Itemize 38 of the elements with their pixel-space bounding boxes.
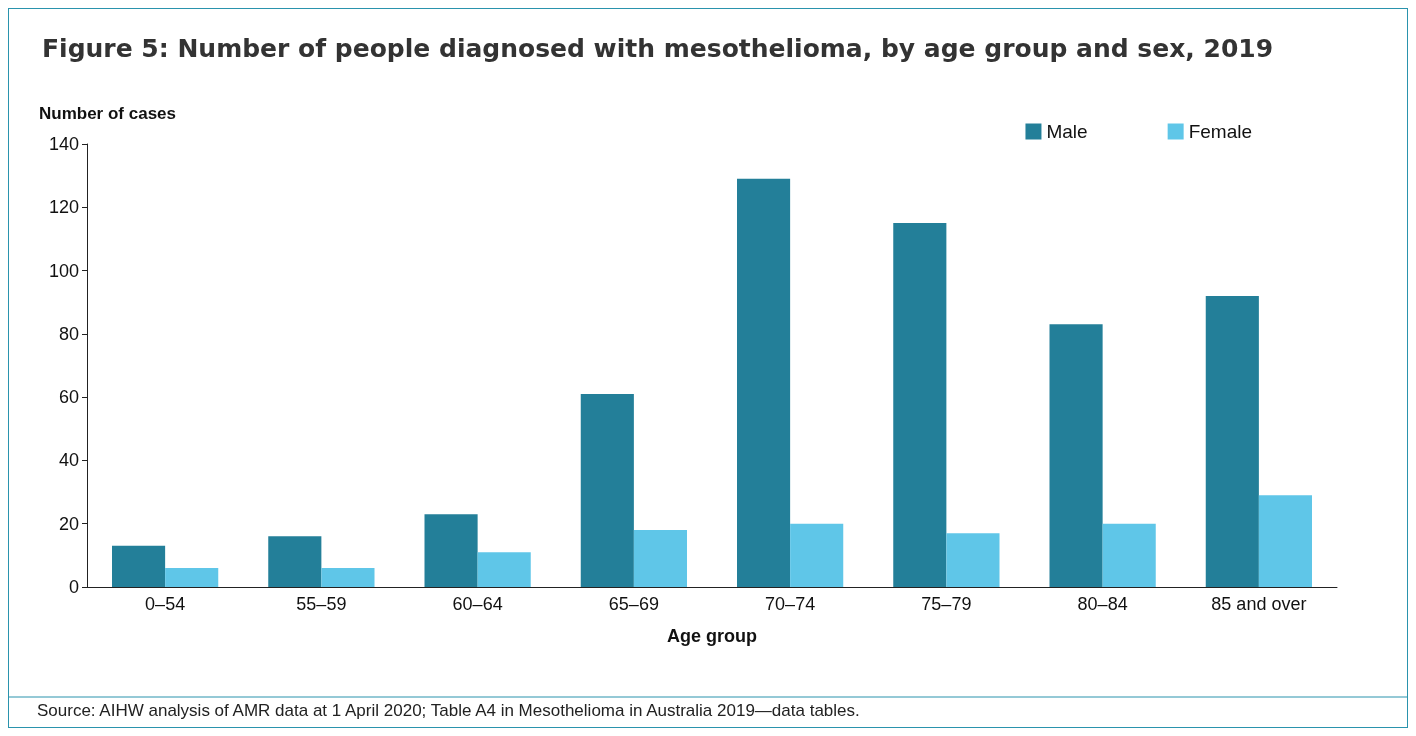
- x-axis-title: Age group: [667, 626, 757, 646]
- bar: [946, 533, 1000, 587]
- y-tick-label: 140: [48, 134, 79, 154]
- x-tick-label: 85 and over: [1211, 594, 1307, 614]
- y-tick-label: 60: [58, 387, 79, 408]
- bar: [580, 393, 634, 587]
- bar: [477, 552, 531, 587]
- bar: [321, 568, 375, 587]
- bar: [112, 545, 166, 587]
- x-tick-label: 0–54: [145, 594, 186, 614]
- x-tick-label: 75–79: [921, 594, 972, 614]
- bar: [268, 536, 322, 587]
- y-tick-label: 0: [68, 577, 79, 597]
- bar: [165, 568, 219, 587]
- x-tick-label: 55–59: [296, 594, 347, 614]
- source-note: Source: AIHW analysis of AMR data at 1 April 2020; Table A4 in Mesothelioma in Australia 2019—data tables.: [37, 701, 860, 720]
- x-tick-label: 60–64: [452, 594, 503, 614]
- y-tick-label: 40: [58, 450, 79, 471]
- legend-label: Male: [1046, 121, 1088, 142]
- bar: [633, 530, 687, 587]
- bar: [424, 514, 478, 587]
- bar: [1049, 324, 1103, 587]
- y-axis-title: Number of cases: [39, 104, 176, 123]
- bar: [790, 523, 844, 587]
- bar: [1102, 523, 1156, 587]
- chart-title: Figure 5: Number of people diagnosed with mesothelioma, by age group and sex, 2019: [42, 34, 1274, 63]
- y-tick-label: 80: [58, 323, 79, 344]
- bar: [1205, 295, 1259, 587]
- y-tick-label: 120: [48, 197, 79, 218]
- legend-label: Female: [1188, 121, 1252, 142]
- y-tick-label: 100: [48, 260, 79, 281]
- y-tick-label: 20: [58, 513, 79, 534]
- x-tick-label: 70–74: [765, 594, 816, 614]
- bar: [893, 223, 947, 587]
- x-tick-label: 65–69: [608, 594, 659, 614]
- bar: [737, 178, 791, 587]
- x-tick-label: 80–84: [1077, 594, 1128, 614]
- bar: [1258, 495, 1312, 587]
